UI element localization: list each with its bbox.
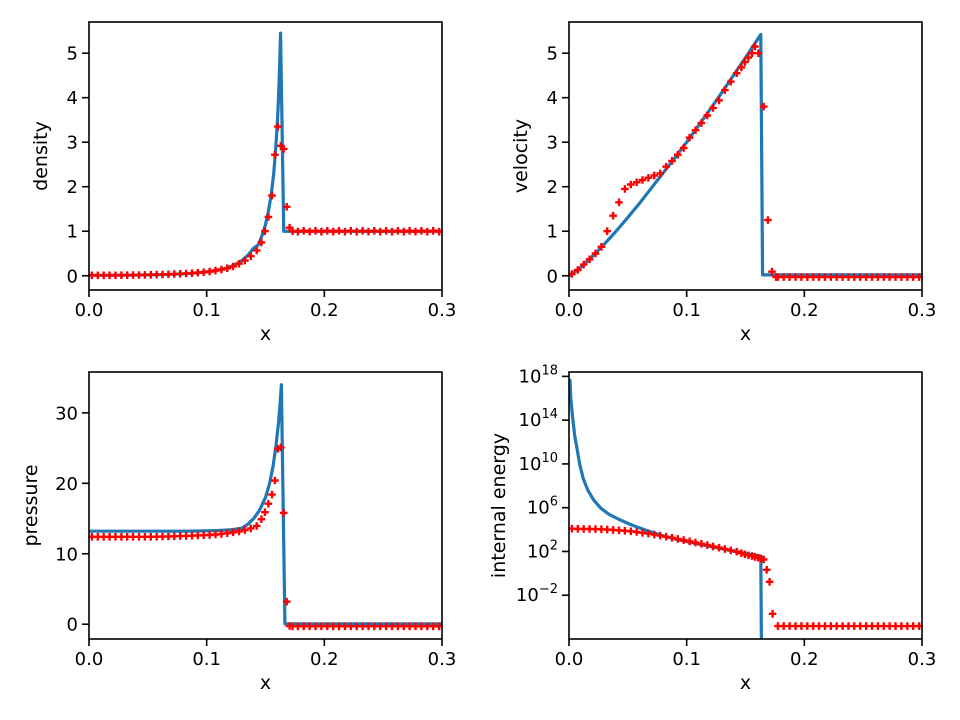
velocity-x-tick-label: 0.1 (672, 300, 701, 321)
subplot-pressure: 0.0 0.1 0.2 0.3 0 10 20 30 pressure x (20, 371, 457, 694)
pressure-x-tick-label: 0.2 (310, 649, 339, 670)
density-axes-spines (88, 21, 443, 291)
density-x-axis-label: x (260, 323, 271, 345)
internal-energy-x-tick-label: 0.3 (908, 649, 937, 670)
internal-energy-y-tick-label: 1018 (519, 363, 558, 387)
density-x-tick-label: 0.1 (192, 300, 221, 321)
density-y-tick-label: 3 (67, 133, 78, 154)
internal-energy-y-tick-label: 1014 (519, 407, 558, 431)
velocity-y-axis-label: velocity (510, 119, 532, 193)
pressure-x-tick-label: 0.1 (192, 649, 221, 670)
velocity-y-tick-label: 3 (547, 133, 558, 154)
internal-energy-plus-markers (568, 524, 923, 630)
density-y-axis-label: density (30, 121, 52, 191)
pressure-y-axis-label: pressure (20, 464, 42, 546)
pressure-x-tick-label: 0.3 (428, 649, 457, 670)
internal-energy-y-axis-label: internal energy (488, 433, 510, 578)
density-y-axis: 0 1 2 3 4 5 (67, 44, 89, 287)
pressure-y-tick-label: 20 (55, 474, 78, 495)
velocity-x-axis-label: x (740, 323, 751, 345)
velocity-x-tick-label: 0.3 (908, 300, 937, 321)
density-y-tick-label: 4 (67, 88, 78, 109)
internal-energy-x-axis-label: x (740, 672, 751, 694)
velocity-x-tick-label: 0.0 (555, 300, 584, 321)
density-y-tick-label: 2 (67, 177, 78, 198)
velocity-y-tick-label: 1 (547, 222, 558, 243)
pressure-x-axis-label: x (260, 672, 271, 694)
pressure-axes-spines (88, 371, 443, 640)
density-solution-line (89, 31, 442, 277)
density-x-tick-label: 0.2 (310, 300, 339, 321)
velocity-y-tick-label: 2 (547, 177, 558, 198)
density-y-tick-label: 0 (67, 266, 78, 287)
pressure-y-tick-label: 30 (55, 403, 78, 424)
subplot-velocity: 0.0 0.1 0.2 0.3 0 1 2 3 4 5 velocity x (510, 21, 937, 345)
internal-energy-y-tick-label: 102 (527, 538, 558, 562)
density-y-tick-label: 5 (67, 44, 78, 65)
internal-energy-x-tick-label: 0.0 (555, 649, 584, 670)
internal-energy-x-axis: 0.0 0.1 0.2 0.3 (555, 639, 937, 670)
velocity-axes-spines (568, 21, 923, 291)
internal-energy-y-tick-label: 106 (527, 495, 558, 519)
velocity-solution-line (569, 32, 922, 278)
pressure-y-axis: 0 10 20 30 (55, 403, 89, 636)
subplot-density: 0.0 0.1 0.2 0.3 0 1 2 3 4 5 density x (30, 21, 457, 345)
internal-energy-x-tick-label: 0.1 (672, 649, 701, 670)
internal-energy-solution-line (569, 378, 763, 639)
velocity-x-tick-label: 0.2 (790, 300, 819, 321)
internal-energy-x-tick-label: 0.2 (790, 649, 819, 670)
density-plus-markers (88, 122, 443, 280)
internal-energy-y-tick-label: 10−2 (516, 582, 558, 606)
pressure-y-tick-label: 10 (55, 544, 78, 565)
pressure-y-tick-label: 0 (67, 615, 78, 636)
internal-energy-axes-spines (568, 371, 923, 640)
density-x-tick-label: 0.3 (428, 300, 457, 321)
pressure-plus-markers (88, 443, 443, 631)
velocity-y-axis: 0 1 2 3 4 5 (547, 44, 569, 287)
velocity-y-tick-label: 4 (547, 88, 558, 109)
pressure-solution-line (89, 383, 442, 626)
density-x-tick-label: 0.0 (75, 300, 104, 321)
velocity-y-tick-label: 5 (547, 44, 558, 65)
internal-energy-y-axis: 10−2 102 106 1010 1014 1018 (516, 363, 569, 606)
velocity-y-tick-label: 0 (547, 266, 558, 287)
pressure-x-tick-label: 0.0 (75, 649, 104, 670)
density-y-tick-label: 1 (67, 222, 78, 243)
pressure-x-axis: 0.0 0.1 0.2 0.3 (75, 639, 457, 670)
density-x-axis: 0.0 0.1 0.2 0.3 (75, 290, 457, 321)
velocity-plus-markers (568, 42, 923, 281)
subplot-internal-energy: 0.0 0.1 0.2 0.3 10−2 102 106 1010 1014 1018 intern… (488, 363, 937, 694)
internal-energy-y-tick-label: 1010 (519, 451, 558, 475)
velocity-x-axis: 0.0 0.1 0.2 0.3 (555, 290, 937, 321)
